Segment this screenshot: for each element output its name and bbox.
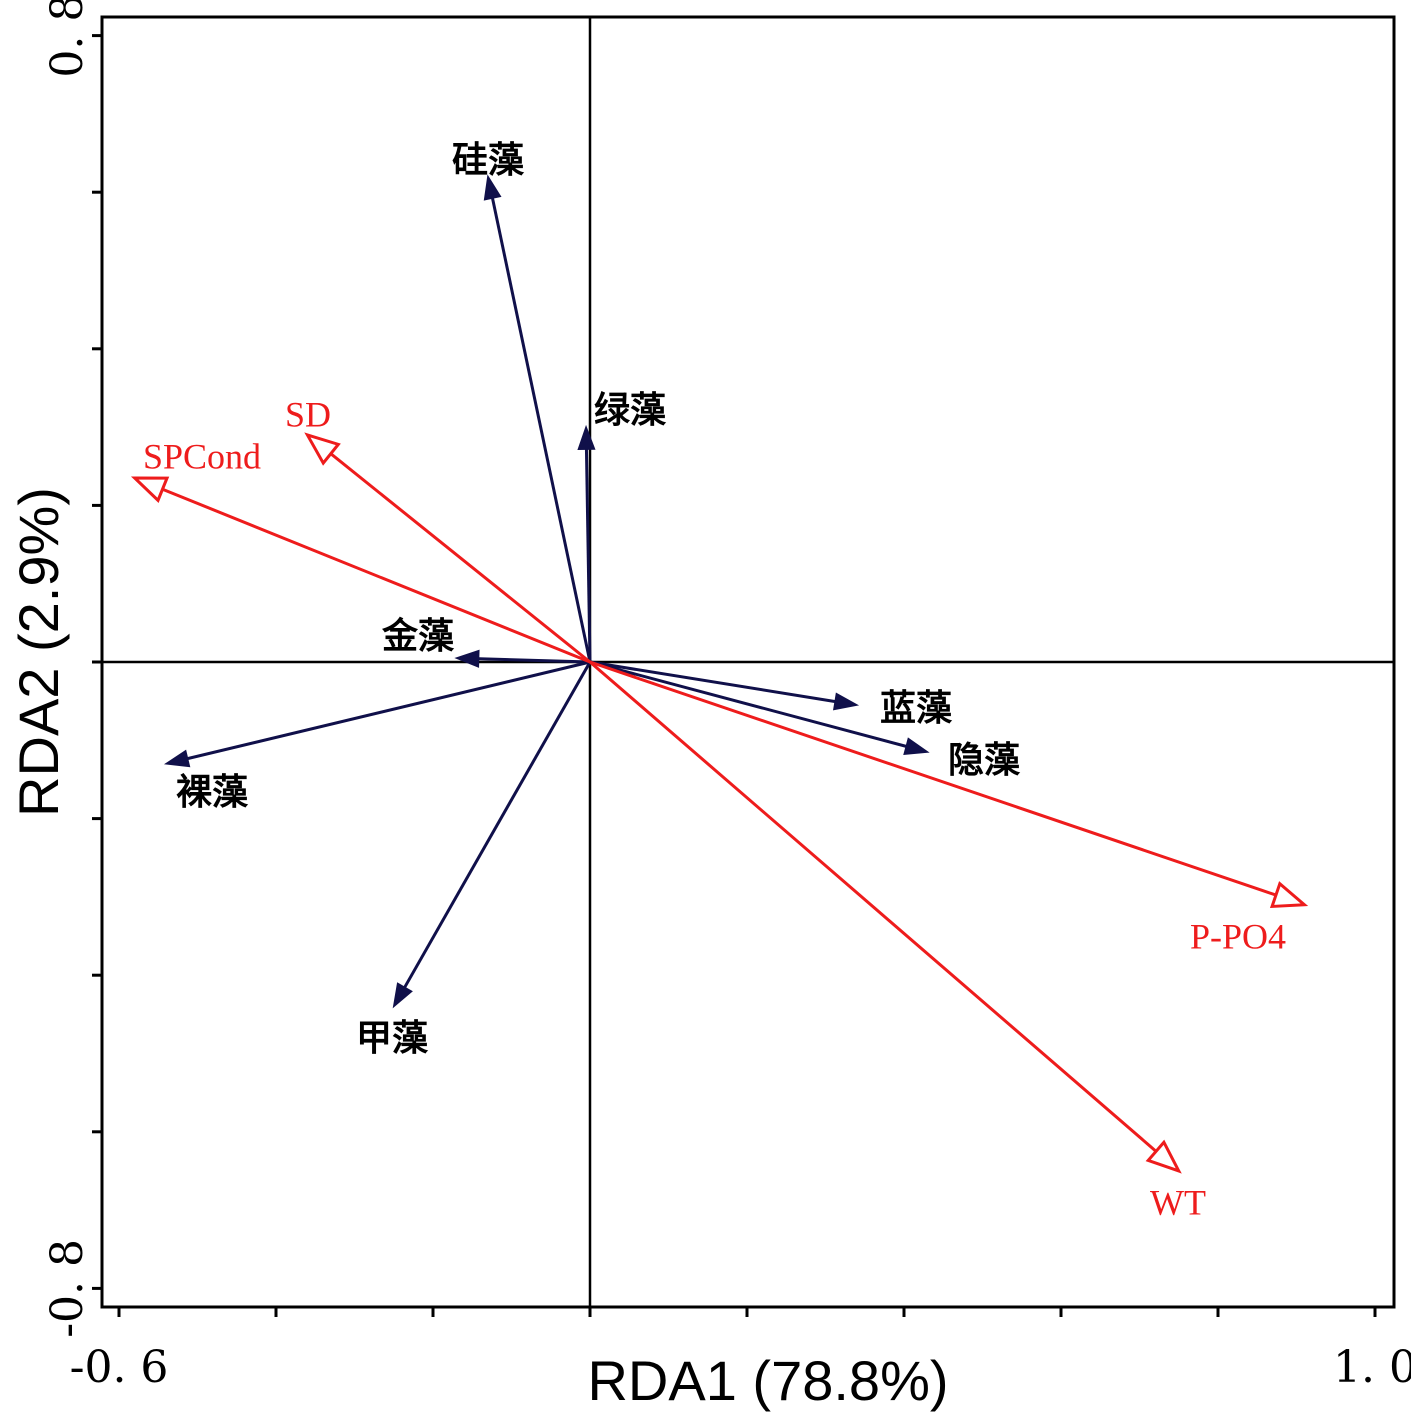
env-label: SD <box>285 394 331 434</box>
x-tick-label: -0. 6 <box>70 1342 169 1393</box>
env-vector-shaft <box>161 487 591 664</box>
env-label: WT <box>1150 1182 1206 1222</box>
ticks-layer: -0. 6 1. 0 0. 8 -0. 8 <box>42 0 1411 1393</box>
species-vector-shaft <box>589 660 923 752</box>
env-label: P-PO4 <box>1190 916 1286 956</box>
env-vector-arrowhead <box>1145 1139 1182 1174</box>
species-label: 绿藻 <box>594 390 667 431</box>
species-vector-shaft <box>589 660 852 706</box>
species-label: 裸藻 <box>176 772 249 813</box>
x-axis-title: RDA1 (78.8%) <box>587 1349 948 1412</box>
env-vector-arrowhead <box>304 432 341 466</box>
species-vector-arrowhead <box>163 749 191 768</box>
axes-layer <box>102 17 1394 1307</box>
species-label: 甲藻 <box>356 1018 429 1059</box>
env-vector-arrowhead <box>130 476 170 503</box>
species-label: 蓝藻 <box>880 688 953 729</box>
vectors-layer <box>130 174 1309 1174</box>
env-vector-shaft <box>589 660 1158 1153</box>
species-vector-arrowhead <box>483 174 502 201</box>
x-tick-label: 1. 0 <box>1333 1342 1411 1393</box>
species-label: 隐藻 <box>948 740 1021 781</box>
species-label: 硅藻 <box>452 140 525 181</box>
species-vector-arrowhead <box>577 424 596 450</box>
species-vector-shaft <box>171 660 591 764</box>
species-label: 金藻 <box>381 615 455 657</box>
species-vector-shaft <box>395 661 592 1003</box>
y-tick-label: 0. 8 <box>42 0 93 78</box>
env-label: SPCond <box>143 436 261 476</box>
species-vector-shaft <box>462 656 591 664</box>
species-vector-arrowhead <box>832 692 860 711</box>
species-vector-shaft <box>487 182 592 663</box>
env-vector-shaft <box>589 660 1277 897</box>
species-vector-arrowhead <box>454 649 480 668</box>
species-vector-arrowhead <box>903 737 930 755</box>
env-vector-arrowhead <box>1269 881 1309 909</box>
species-vector-arrowhead <box>392 982 413 1009</box>
env-vector-shaft <box>329 452 591 664</box>
y-tick-label: -0. 8 <box>42 1239 93 1338</box>
y-axis-title: RDA2 (2.9%) <box>7 487 70 817</box>
species-vector-shaft <box>584 433 592 663</box>
